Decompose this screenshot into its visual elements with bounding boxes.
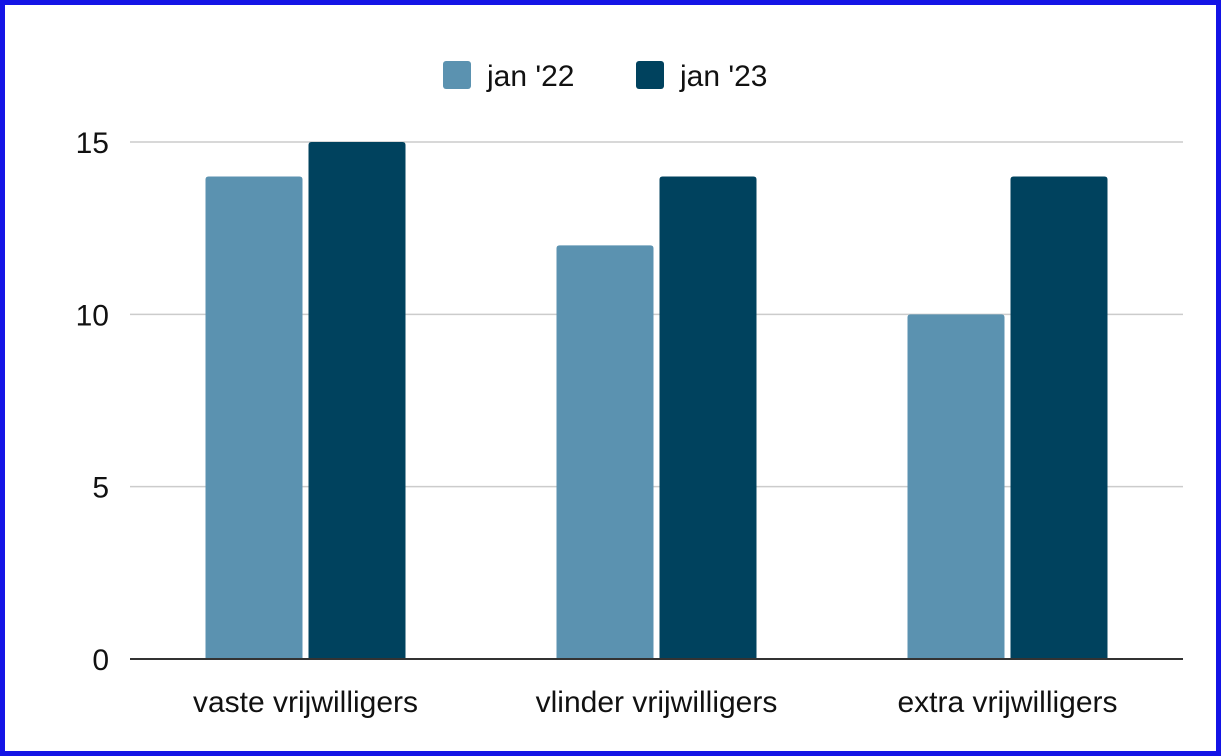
y-axis-ticks: 0 5 10 15 <box>76 127 109 677</box>
bar <box>556 245 654 659</box>
x-axis-labels: vaste vrijwilligers vlinder vrijwilligers… <box>193 686 1118 719</box>
x-tick-label: vaste vrijwilligers <box>193 686 418 719</box>
bars <box>205 142 1108 659</box>
bar <box>659 176 757 659</box>
legend-label: jan '23 <box>679 60 767 93</box>
bar <box>205 176 303 659</box>
legend-label: jan '22 <box>486 60 574 93</box>
legend-swatch <box>443 61 471 89</box>
bar <box>907 314 1005 659</box>
gridlines <box>130 141 1183 488</box>
legend-swatch <box>636 61 664 89</box>
legend: jan '22 jan '23 <box>443 60 767 93</box>
y-tick-label: 10 <box>76 299 109 332</box>
y-tick-label: 15 <box>76 127 109 160</box>
bar <box>308 142 406 659</box>
x-tick-label: extra vrijwilligers <box>897 686 1117 719</box>
bar <box>1010 176 1108 659</box>
y-tick-label: 5 <box>92 472 109 505</box>
x-tick-label: vlinder vrijwilligers <box>536 686 778 719</box>
y-tick-label: 0 <box>92 644 109 677</box>
